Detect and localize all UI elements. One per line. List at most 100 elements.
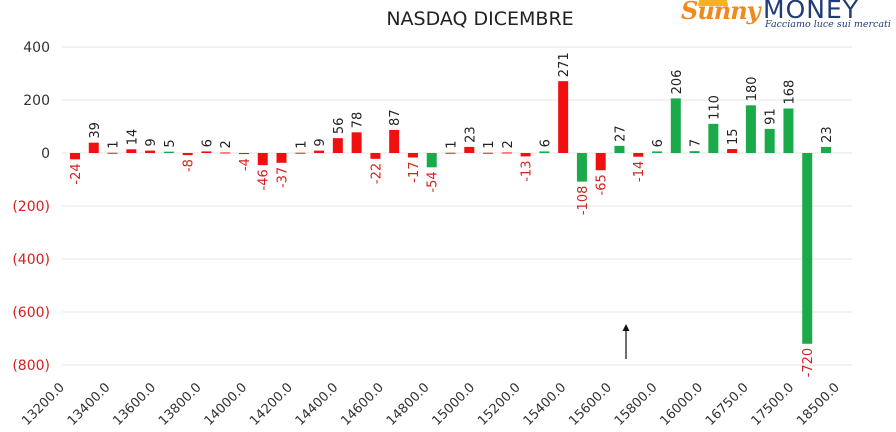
x-tick-label: 15800.0: [612, 380, 661, 429]
data-label: 1: [294, 140, 309, 148]
annotation-arrow-head: [622, 324, 630, 331]
bar: [107, 152, 118, 154]
y-tick-label: 0: [41, 146, 50, 162]
bar: [314, 150, 325, 153]
bar: [708, 123, 719, 153]
bar: [88, 142, 99, 153]
x-tick-label: 14800.0: [384, 380, 433, 429]
bar: [389, 129, 400, 153]
bar: [145, 150, 156, 153]
x-tick-label: 15000.0: [429, 380, 478, 429]
bar: [539, 151, 550, 153]
bar: [238, 153, 249, 155]
x-tick-label: 13200.0: [19, 380, 68, 429]
x-tick-label: 15200.0: [475, 380, 524, 429]
bar: [126, 149, 137, 153]
x-tick-label: 14400.0: [293, 380, 342, 429]
bar: [520, 153, 531, 157]
sunny-money-logo: Sunny MONEY Facciamo luce sui mercati: [681, 0, 891, 32]
bar: [595, 153, 606, 171]
data-label: 6: [538, 139, 553, 147]
bar: [407, 153, 418, 158]
data-label: -14: [632, 161, 647, 182]
data-label: 168: [782, 80, 797, 105]
x-tick-label: 16750.0: [703, 380, 752, 429]
data-label: 271: [557, 52, 572, 77]
data-label: 6: [651, 139, 666, 147]
data-label: 39: [88, 122, 103, 139]
logo-tagline: Facciamo luce sui mercati: [765, 19, 891, 30]
x-tick-label: 14000.0: [202, 380, 251, 429]
data-label: 206: [670, 70, 685, 95]
data-label: 6: [200, 139, 215, 147]
bar: [802, 153, 813, 344]
data-label: -24: [69, 163, 84, 184]
bar: [370, 153, 381, 159]
bar: [764, 128, 775, 153]
bar: [689, 151, 700, 153]
data-label: -54: [426, 171, 441, 192]
data-label: 87: [388, 109, 403, 126]
data-label: 9: [313, 138, 328, 146]
x-tick-label: 14600.0: [338, 380, 387, 429]
x-tick-label: 13400.0: [65, 380, 114, 429]
x-tick-label: 15400.0: [521, 380, 570, 429]
x-tick-label: 16000.0: [657, 380, 706, 429]
data-label: 1: [107, 140, 122, 148]
bar: [558, 81, 569, 153]
data-label: 5: [163, 139, 178, 147]
data-label: 27: [613, 125, 628, 142]
y-tick-label: (800): [12, 358, 50, 374]
bar: [464, 146, 475, 153]
data-label: 2: [219, 140, 234, 148]
x-tick-label: 15600.0: [566, 380, 615, 429]
bar: [483, 152, 494, 154]
bar: [652, 151, 663, 153]
data-label: 78: [351, 112, 366, 129]
data-label: 2: [501, 140, 516, 148]
y-tick-label: (200): [12, 199, 50, 215]
x-tick-label: 14200.0: [247, 380, 296, 429]
bar: [821, 146, 831, 153]
y-tick-label: 400: [23, 40, 50, 56]
logo-money-text: MONEY: [763, 0, 860, 24]
bar: [501, 152, 512, 154]
chart-title: NASDAQ DICEMBRE: [386, 8, 574, 30]
bar: [576, 153, 587, 182]
bar: [614, 145, 625, 153]
data-label: 110: [707, 95, 722, 120]
bar: [670, 98, 681, 153]
bar: [70, 153, 80, 160]
data-label: -4: [238, 158, 253, 171]
data-label: -22: [369, 163, 384, 184]
data-label: -720: [801, 348, 816, 378]
bar: [351, 132, 362, 153]
sun-icon: [698, 0, 728, 6]
bar: [727, 149, 738, 153]
y-tick-label: (400): [12, 252, 50, 268]
data-label: -13: [520, 160, 535, 181]
data-label: 23: [463, 126, 478, 143]
data-label: -37: [276, 167, 291, 188]
bar: [445, 152, 456, 154]
data-label: 56: [332, 118, 347, 135]
x-tick-label: 13800.0: [156, 380, 205, 429]
data-label: -17: [407, 162, 422, 183]
data-label: 7: [689, 139, 704, 147]
data-label: -65: [595, 174, 610, 195]
data-label: 9: [144, 138, 159, 146]
bar: [633, 153, 644, 157]
data-label: 14: [125, 129, 140, 146]
bar: [276, 153, 287, 163]
x-tick-label: 17500.0: [749, 380, 798, 429]
y-tick-label: 200: [23, 93, 50, 109]
bar: [745, 105, 756, 153]
bar: [783, 108, 794, 153]
bar: [257, 153, 268, 166]
data-label: 1: [445, 140, 460, 148]
bar: [220, 152, 231, 154]
x-tick-label: 18500.0: [794, 380, 843, 429]
data-label: 1: [482, 140, 497, 148]
data-label: -8: [182, 159, 197, 172]
